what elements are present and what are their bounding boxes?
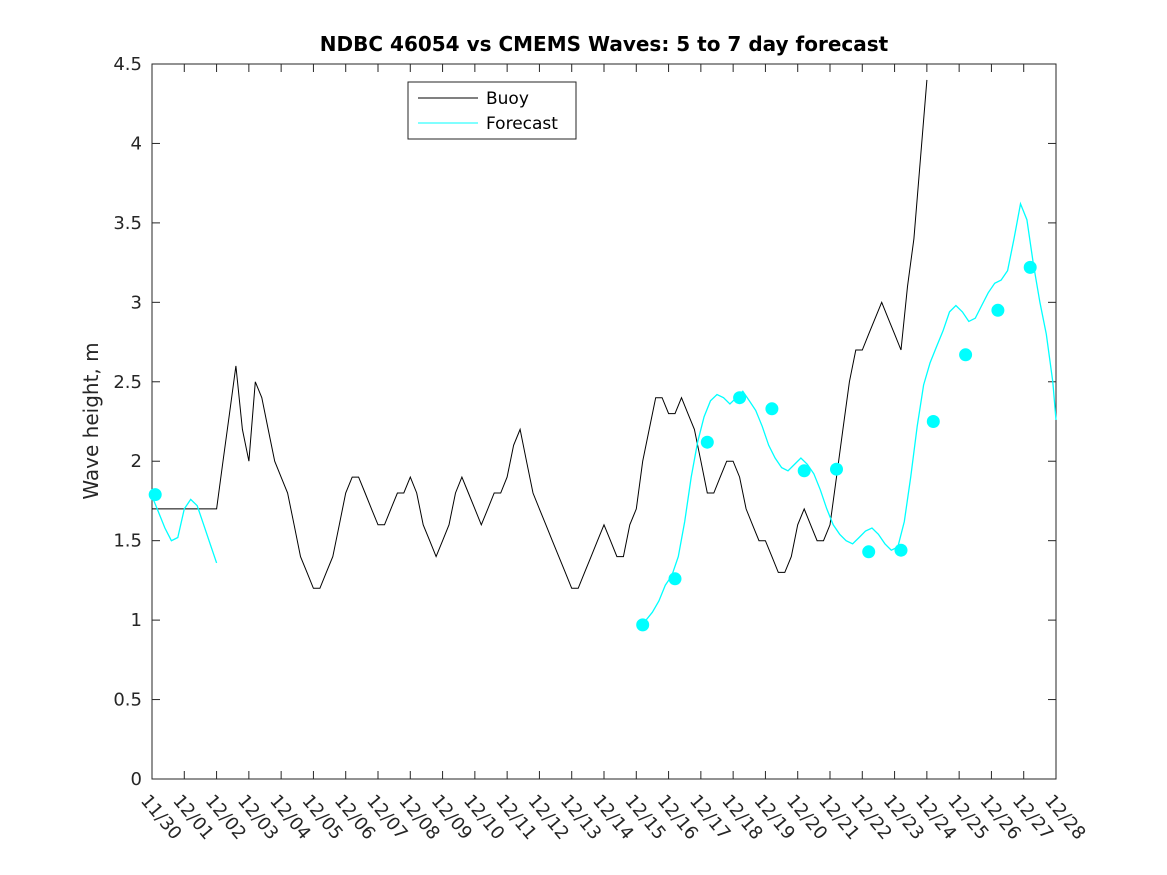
forecast-marker	[862, 545, 876, 559]
y-tick-label: 2.5	[113, 372, 142, 393]
y-tick-label: 1.5	[113, 531, 142, 552]
chart-title: NDBC 46054 vs CMEMS Waves: 5 to 7 day fo…	[320, 32, 889, 56]
y-axis: 0 0.5 1 1.5 2 2.5 3 3.5 4 4.5	[113, 54, 1056, 790]
forecast-marker	[1023, 260, 1037, 274]
y-tick-label: 4	[131, 133, 142, 154]
legend-buoy-label: Buoy	[486, 89, 529, 109]
y-tick-label: 2	[131, 451, 142, 472]
y-tick-label: 1	[131, 610, 142, 631]
forecast-marker	[668, 572, 682, 586]
legend-forecast-label: Forecast	[486, 114, 558, 134]
y-axis-label: Wave height, m	[79, 342, 103, 499]
forecast-markers	[148, 260, 1037, 632]
forecast-marker	[926, 415, 940, 428]
legend: Buoy Forecast	[407, 81, 577, 140]
series-line-forecast-segment-1	[151, 495, 218, 564]
series-line-buoy	[152, 79, 928, 589]
y-tick-label: 3	[131, 292, 142, 313]
series-line-forecast-segment-2	[639, 201, 1057, 626]
forecast-marker	[991, 303, 1005, 317]
y-tick-label: 3.5	[113, 213, 142, 234]
forecast-marker	[636, 618, 650, 632]
forecast-marker	[797, 464, 811, 478]
series-layer	[151, 79, 1057, 626]
forecast-marker	[959, 348, 973, 362]
forecast-marker	[700, 435, 714, 449]
forecast-marker	[148, 488, 162, 502]
y-tick-label: 0	[131, 769, 142, 790]
y-tick-label: 4.5	[113, 54, 142, 75]
forecast-marker	[894, 543, 908, 557]
forecast-marker	[733, 391, 747, 405]
legend-box	[407, 81, 577, 140]
forecast-marker	[765, 402, 779, 416]
forecast-marker	[830, 462, 843, 476]
y-tick-label: 0.5	[113, 690, 142, 711]
